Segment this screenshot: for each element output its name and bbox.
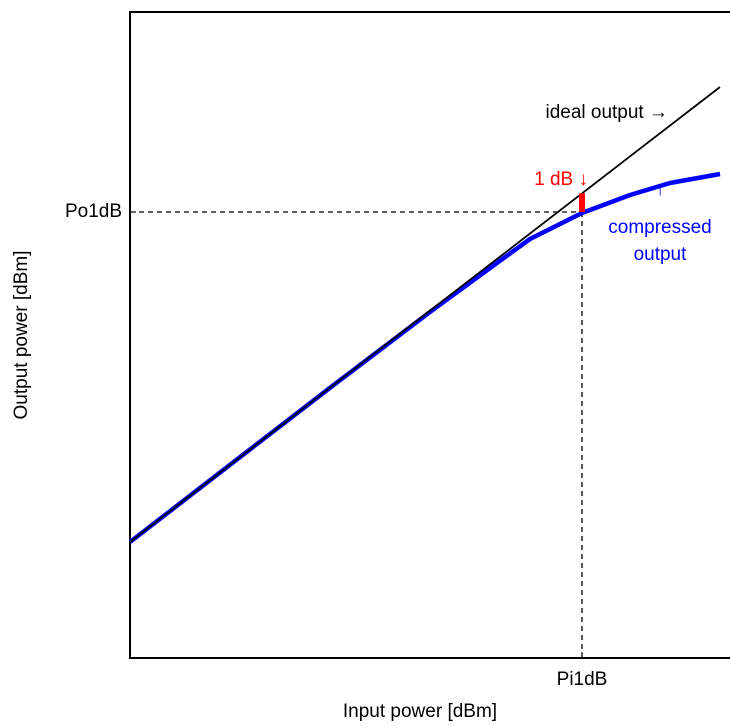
y-axis-label: Output power [dBm]	[11, 251, 32, 420]
annotation: ↑	[655, 179, 665, 200]
annotation: compressed	[608, 217, 712, 238]
series-line	[129, 86, 721, 543]
annotation: 1 dB ↓	[534, 169, 588, 190]
axis-frame	[129, 11, 730, 659]
x-axis-label: Input power [dBm]	[343, 701, 497, 722]
annotation: output	[634, 244, 688, 265]
x-tick-label: Pi1dB	[557, 669, 608, 690]
annotation: ideal output →	[545, 102, 668, 123]
y-tick-label: Po1dB	[65, 201, 122, 222]
